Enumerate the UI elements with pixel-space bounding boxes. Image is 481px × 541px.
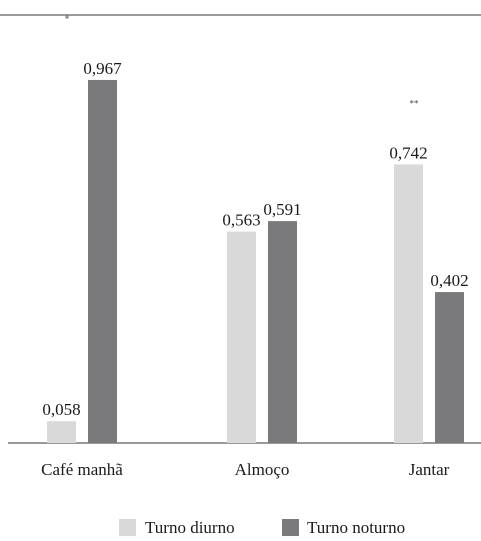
category-label: Almoço <box>235 460 290 479</box>
value-label: 0,967 <box>83 59 122 78</box>
legend: Turno diurno Turno noturno <box>119 518 405 537</box>
value-label: 0,742 <box>389 143 427 162</box>
bar-turno-noturno-2 <box>435 292 464 443</box>
significance-mark: * <box>65 14 70 24</box>
significance-mark: ** <box>410 98 420 108</box>
bar-turno-diurno-0 <box>47 421 76 443</box>
legend-label-turno-diurno: Turno diurno <box>145 518 235 537</box>
bar-turno-noturno-0 <box>88 79 117 444</box>
value-label: 0,058 <box>42 400 80 419</box>
value-label: 0,591 <box>263 200 301 219</box>
bars-group <box>47 79 464 444</box>
legend-label-turno-noturno: Turno noturno <box>307 518 405 537</box>
category-label: Jantar <box>409 460 450 479</box>
bar-turno-diurno-1 <box>227 231 256 443</box>
legend-swatch-turno-noturno <box>282 519 299 536</box>
bar-turno-noturno-1 <box>268 221 297 443</box>
legend-swatch-turno-diurno <box>119 519 136 536</box>
significance-marks-group: *** <box>65 14 419 108</box>
value-label: 0,563 <box>222 211 260 230</box>
value-label: 0,402 <box>430 271 468 290</box>
bar-turno-diurno-2 <box>394 164 423 443</box>
category-label: Café manhã <box>41 460 123 479</box>
category-labels-group: Café manhã Almoço Jantar <box>41 460 449 479</box>
